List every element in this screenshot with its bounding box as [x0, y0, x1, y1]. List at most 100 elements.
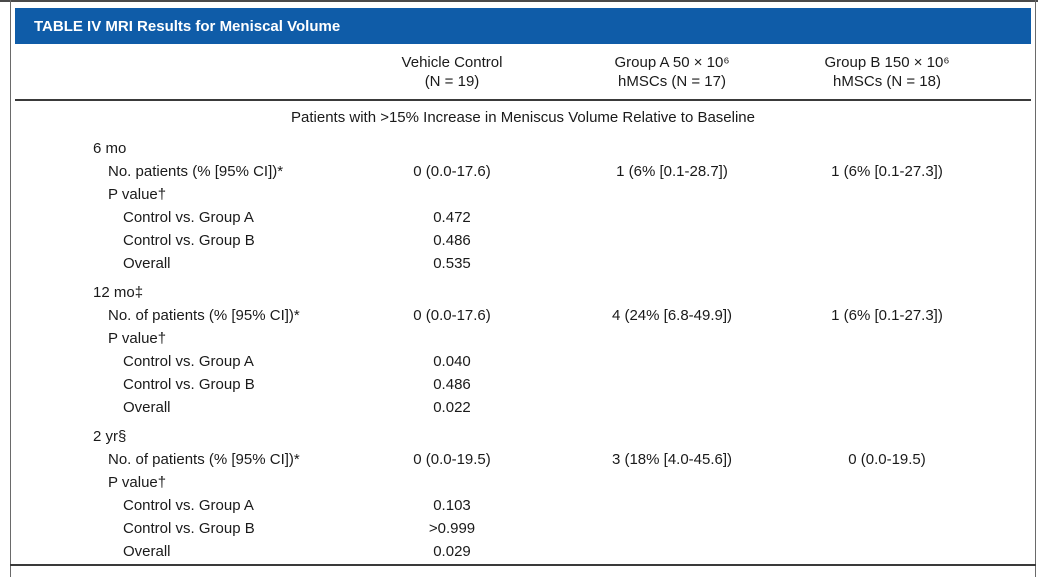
row-label: Overall [123, 399, 171, 416]
cell-group-a [557, 495, 787, 518]
span-header: Patients with >15% Increase in Meniscus … [291, 109, 755, 126]
row-label: Control vs. Group B [123, 376, 255, 393]
column-header-group-b: Group B 150 × 10⁶ hMSCs (N = 18) [787, 44, 987, 101]
cell-group-a [557, 541, 787, 564]
cell-group-b [787, 541, 987, 564]
table-row: Control vs. Group A 0.103 [15, 495, 1031, 518]
row-label: P value† [108, 186, 167, 203]
column-header-vehicle-control: Vehicle Control (N = 19) [347, 44, 557, 101]
cell-vehicle-control: 0 (0.0-17.6) [413, 163, 491, 180]
table-frame [10, 0, 1036, 577]
table-row: No. of patients (% [95% CI])* 0 (0.0-17.… [15, 305, 1031, 328]
cell-group-b: 1 (6% [0.1-27.3]) [831, 163, 943, 180]
cell-group-b [787, 328, 987, 351]
table-row: Patients with >15% Increase in Meniscus … [15, 100, 1031, 132]
cell-group-a [557, 397, 787, 420]
cell-group-a [557, 351, 787, 374]
cell-group-a: 1 (6% [0.1-28.7]) [616, 163, 728, 180]
cell-spacer [987, 518, 1031, 541]
row-label: Control vs. Group A [123, 497, 254, 514]
row-label: No. of patients (% [95% CI])* [108, 307, 300, 324]
row-label: Overall [123, 255, 171, 272]
cell-vehicle-control: 0.535 [433, 255, 471, 272]
cell-spacer [987, 472, 1031, 495]
cell-group-b: 0 (0.0-19.5) [848, 451, 926, 468]
cell-group-b [787, 495, 987, 518]
table-title-bar: TABLE IV MRI Results for Meniscal Volume [15, 8, 1031, 44]
cell-group-b [787, 518, 987, 541]
section-label: 6 mo [93, 140, 127, 157]
cell-group-b [787, 184, 987, 207]
table-row: P value† [15, 328, 1031, 351]
cell-vehicle-control: 0.486 [433, 232, 471, 249]
cell-spacer [987, 397, 1031, 420]
cell-group-b [787, 374, 987, 397]
table-row: 6 mo [15, 132, 1031, 161]
cell-group-a [557, 230, 787, 253]
cell-group-b: 1 (6% [0.1-27.3]) [831, 307, 943, 324]
column-header-line1: Vehicle Control [401, 54, 503, 71]
cell-group-b [787, 397, 987, 420]
table-row: Control vs. Group A 0.040 [15, 351, 1031, 374]
cell-group-a [557, 328, 787, 351]
row-label: P value† [108, 474, 167, 491]
cell-spacer [987, 351, 1031, 374]
row-label: Control vs. Group A [123, 209, 254, 226]
cell-spacer [987, 328, 1031, 351]
cell-spacer [987, 305, 1031, 328]
row-label: P value† [108, 330, 167, 347]
cell-group-a [557, 472, 787, 495]
cell-group-a [557, 374, 787, 397]
table-row: P value† [15, 184, 1031, 207]
table-row: Control vs. Group B >0.999 [15, 518, 1031, 541]
cell-group-b [787, 230, 987, 253]
cell-group-b [787, 253, 987, 276]
column-header-line2: hMSCs (N = 17) [618, 73, 726, 90]
section-label: 2 yr§ [93, 428, 127, 445]
cell-spacer [987, 495, 1031, 518]
cell-vehicle-control [347, 472, 557, 495]
column-header-empty [15, 44, 347, 101]
cell-vehicle-control [347, 328, 557, 351]
cell-vehicle-control: 0 (0.0-17.6) [413, 307, 491, 324]
cell-group-a [557, 253, 787, 276]
cell-vehicle-control: 0.486 [433, 376, 471, 393]
cell-vehicle-control: 0 (0.0-19.5) [413, 451, 491, 468]
table-row: No. patients (% [95% CI])* 0 (0.0-17.6) … [15, 161, 1031, 184]
cell-spacer [987, 374, 1031, 397]
row-label: Control vs. Group B [123, 232, 255, 249]
table-row: P value† [15, 472, 1031, 495]
column-header-line1: Group B 150 × 10⁶ [824, 54, 950, 71]
table-title: TABLE IV MRI Results for Meniscal Volume [34, 17, 341, 35]
table-row: Control vs. Group A 0.472 [15, 207, 1031, 230]
mri-results-table: Vehicle Control (N = 19) Group A 50 × 10… [15, 44, 1031, 564]
cell-vehicle-control: >0.999 [428, 520, 476, 537]
row-label: Control vs. Group A [123, 353, 254, 370]
top-rule [0, 0, 1038, 2]
cell-group-b [787, 207, 987, 230]
cell-group-a [557, 207, 787, 230]
cell-group-a [557, 184, 787, 207]
cell-spacer [987, 161, 1031, 184]
column-header-spacer [987, 44, 1031, 101]
column-header-line2: (N = 19) [424, 73, 480, 90]
cell-group-a: 3 (18% [4.0-45.6]) [611, 451, 733, 468]
column-header-row: Vehicle Control (N = 19) Group A 50 × 10… [15, 44, 1031, 101]
table-row: 2 yr§ [15, 420, 1031, 449]
cell-vehicle-control: 0.040 [433, 353, 471, 370]
cell-group-b [787, 351, 987, 374]
cell-spacer [987, 253, 1031, 276]
cell-spacer [987, 449, 1031, 472]
cell-group-a [557, 518, 787, 541]
bottom-rule [10, 564, 1036, 566]
cell-spacer [987, 184, 1031, 207]
cell-vehicle-control: 0.022 [433, 399, 471, 416]
cell-vehicle-control: 0.472 [433, 209, 471, 226]
cell-spacer [987, 541, 1031, 564]
table-row: Control vs. Group B 0.486 [15, 230, 1031, 253]
cell-vehicle-control: 0.029 [433, 543, 471, 560]
cell-group-a: 4 (24% [6.8-49.9]) [611, 307, 733, 324]
column-header-group-a: Group A 50 × 10⁶ hMSCs (N = 17) [557, 44, 787, 101]
column-header-line1: Group A 50 × 10⁶ [614, 54, 730, 71]
